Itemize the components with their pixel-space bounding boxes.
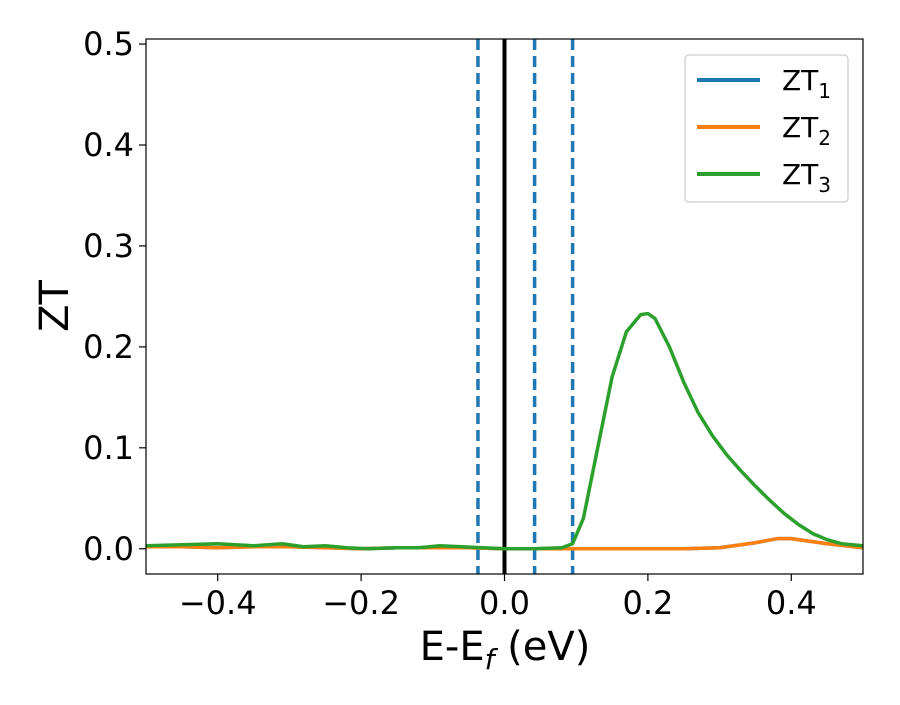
x-axis-title: E-Ef (eV): [420, 624, 591, 676]
legend-frame: [684, 54, 849, 203]
x-axis-title-unit: (eV): [494, 624, 590, 670]
y-tick-label: 0.3: [83, 227, 134, 265]
legend-label-zt2: ZT2: [782, 111, 831, 150]
x-tick-label: 0.0: [479, 584, 530, 622]
y-tick-label: 0.0: [83, 530, 134, 568]
series-line-zt3: [146, 311, 863, 551]
y-tick-label: 0.4: [83, 126, 134, 164]
plot-area: [146, 39, 863, 574]
x-tick-label: −0.4: [179, 584, 257, 622]
y-tick-label: 0.1: [83, 429, 134, 467]
y-axis-title: ZT: [32, 280, 78, 332]
plot-clip-group: [146, 39, 863, 574]
axis-ticks: −0.4 −0.2 0.0 0.2 0.4 0.0 0.1 0.2 0.3 0.4 0.5: [83, 25, 817, 622]
y-tick-label: 0.5: [83, 25, 134, 63]
y-tick-label: 0.2: [83, 328, 134, 366]
x-tick-label: 0.2: [622, 584, 673, 622]
legend-items: ZT1 ZT2 ZT3: [697, 64, 831, 197]
x-axis-title-main: E-E: [420, 624, 485, 670]
legend-label-zt3: ZT3: [782, 158, 831, 197]
x-tick-label: 0.4: [766, 584, 817, 622]
legend-label-zt1: ZT1: [782, 64, 831, 103]
legend: ZT1 ZT2 ZT3: [684, 54, 849, 203]
x-tick-label: −0.2: [322, 584, 400, 622]
